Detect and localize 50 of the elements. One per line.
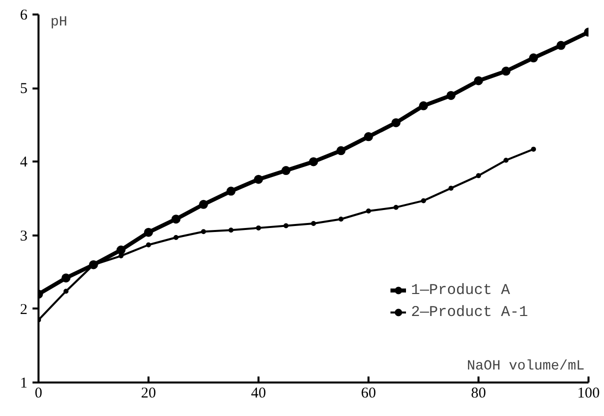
point <box>116 246 126 255</box>
y-axis-title: pH <box>50 14 68 30</box>
y-tick-label: 6 <box>20 8 28 24</box>
point <box>62 273 70 282</box>
y-tick-label: 1 <box>20 376 28 392</box>
legend-label: 2—Product A-1 <box>410 304 528 320</box>
point <box>476 173 481 178</box>
point <box>421 198 426 204</box>
x-tick-label: 60 <box>361 386 376 402</box>
x-axis-title: NaOH volume/mL <box>466 358 585 374</box>
point <box>364 132 373 142</box>
point <box>502 66 510 76</box>
y-tick-label: 4 <box>20 154 28 171</box>
point <box>474 76 483 86</box>
point <box>199 200 208 209</box>
point <box>336 146 346 156</box>
point <box>366 208 371 214</box>
point <box>282 166 290 176</box>
point <box>226 186 236 196</box>
point <box>504 158 508 163</box>
point <box>144 228 153 237</box>
y-tick-label: 2 <box>20 302 28 318</box>
point <box>556 40 566 50</box>
y-tick-label: 5 <box>20 81 28 98</box>
point <box>284 223 288 228</box>
point <box>309 157 318 166</box>
point <box>172 214 180 224</box>
point <box>419 101 428 110</box>
point <box>446 90 456 100</box>
point <box>394 204 398 210</box>
x-tick-label: 80 <box>471 386 486 402</box>
point <box>254 174 263 184</box>
x-tick-label: 0 <box>34 386 42 402</box>
y-tick-label: 3 <box>20 228 28 244</box>
point <box>311 221 316 226</box>
x-tick-label: 40 <box>251 386 266 402</box>
point <box>529 53 538 62</box>
point <box>531 146 536 152</box>
point <box>256 225 261 230</box>
point <box>338 216 344 222</box>
point <box>448 186 454 191</box>
point <box>228 228 234 233</box>
point <box>201 229 206 234</box>
legend-label: 1—Product A <box>410 282 510 298</box>
x-tick-label: 20 <box>141 386 156 402</box>
point <box>392 118 400 128</box>
point <box>174 235 178 240</box>
x-tick-label: 100 <box>577 386 600 402</box>
point <box>146 242 151 248</box>
point <box>64 288 68 294</box>
